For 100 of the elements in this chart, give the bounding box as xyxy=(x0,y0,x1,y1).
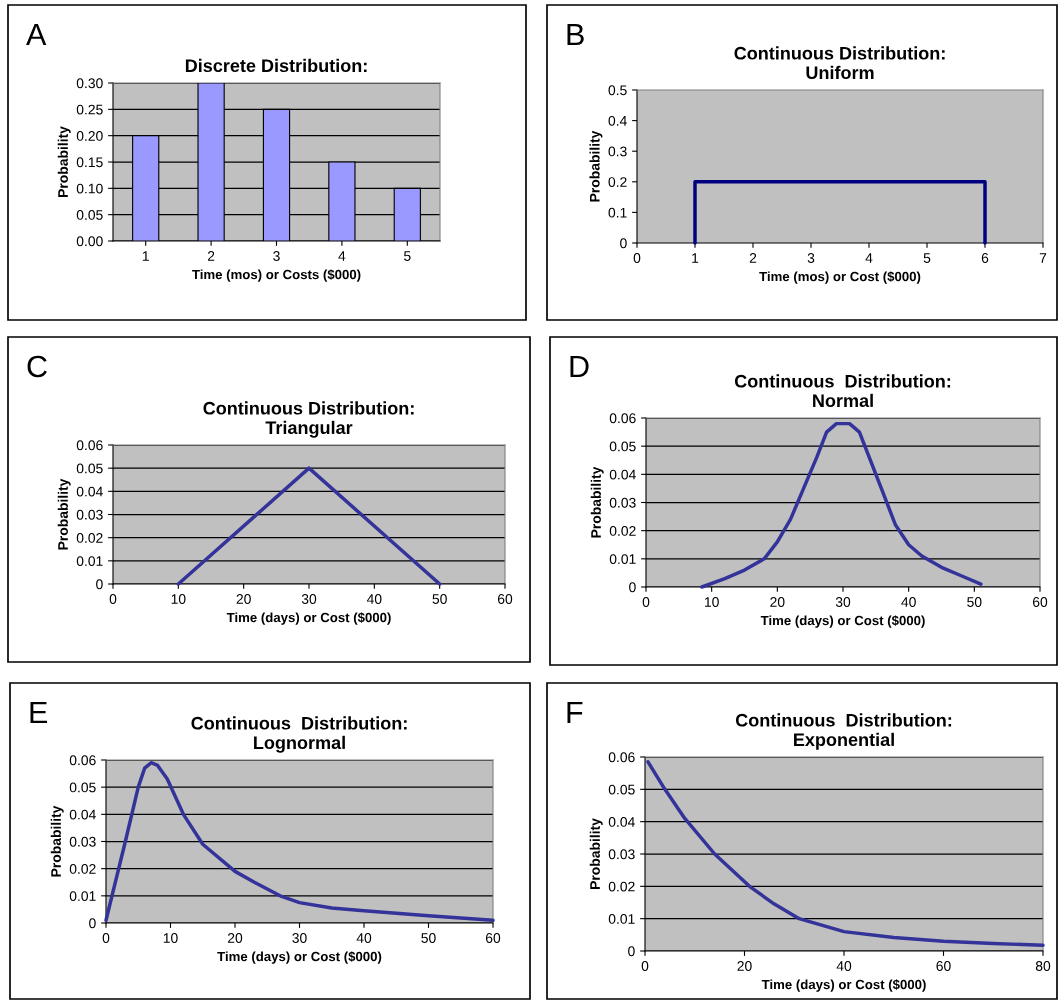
y-tick-label: 0.06 xyxy=(69,755,96,766)
x-tick-label: 50 xyxy=(421,933,436,943)
x-tick-label: 60 xyxy=(485,933,501,943)
x-tick-label: 1 xyxy=(692,253,699,263)
x-axis-title: Time (days) or Cost ($000) xyxy=(226,612,391,625)
y-tick-label: 0.00 xyxy=(76,236,103,247)
y-tick-label: 0.05 xyxy=(76,210,103,220)
y-tick-label: 0.06 xyxy=(76,440,103,451)
y-tick-label: 0 xyxy=(629,582,636,593)
y-tick-label: 0.06 xyxy=(608,752,635,763)
x-tick-label: 20 xyxy=(236,594,251,604)
x-tick-label: 3 xyxy=(807,253,815,263)
chart-title: Continuous Distribution: Exponential xyxy=(735,713,952,750)
x-tick-label: 50 xyxy=(432,594,447,604)
text: C xyxy=(27,355,47,378)
y-tick-label: 0.20 xyxy=(76,131,103,141)
y-tick-label: 0.05 xyxy=(609,441,636,452)
x-axis-title: Time (days) or Cost ($000) xyxy=(761,979,926,992)
x-axis-title: Time (mos) or Cost ($000) xyxy=(759,271,921,284)
x-tick-label: 2 xyxy=(207,251,215,261)
y-axis-title: Probability xyxy=(589,818,603,889)
y-tick-label: 0.2 xyxy=(608,177,627,187)
chart-title: Continuous Distribution: Normal xyxy=(734,374,951,408)
x-tick-label: 30 xyxy=(835,597,851,607)
x-tick-label: 0 xyxy=(109,594,117,604)
y-tick-label: 0.1 xyxy=(608,207,627,218)
x-tick-label: 20 xyxy=(227,933,243,943)
x-tick-label: 10 xyxy=(705,597,719,607)
x-tick-label: 1 xyxy=(142,251,149,261)
y-tick-label: 0.04 xyxy=(69,809,96,820)
x-tick-label: 40 xyxy=(356,933,372,943)
text: B xyxy=(567,23,584,45)
y-tick-label: 0.01 xyxy=(69,891,96,901)
y-tick-label: 0.15 xyxy=(76,157,103,168)
chart-title: Continuous Distribution: Uniform xyxy=(734,46,945,80)
chart-title: Continuous Distribution: Lognormal xyxy=(191,716,407,753)
y-tick-label: 0.03 xyxy=(609,497,636,508)
y-tick-label: 0 xyxy=(89,918,96,929)
x-tick-label: 4 xyxy=(338,251,346,261)
x-tick-label: 30 xyxy=(301,594,317,604)
x-axis-title: Time (mos) or Costs ($000) xyxy=(192,269,361,282)
x-tick-label: 4 xyxy=(865,253,873,263)
y-tick-label: 0.25 xyxy=(76,104,103,115)
y-tick-label: 0.01 xyxy=(608,914,635,924)
x-tick-label: 7 xyxy=(1039,253,1047,263)
x-axis-title: Time (days) or Cost ($000) xyxy=(217,951,382,964)
x-tick-label: 30 xyxy=(292,933,307,943)
chart-title: Continuous Distribution: Triangular xyxy=(203,401,414,438)
y-tick-label: 0.4 xyxy=(608,115,627,126)
y-tick-label: 0.3 xyxy=(608,146,627,157)
y-tick-label: 0 xyxy=(628,946,635,957)
x-tick-label: 10 xyxy=(163,933,178,943)
y-axis-title: Probability xyxy=(589,130,603,202)
y-axis-title: Probability xyxy=(50,805,64,877)
text: D xyxy=(570,355,589,377)
y-tick-label: 0.05 xyxy=(76,463,103,474)
y-axis-title: Probability xyxy=(57,478,71,550)
y-tick-label: 0.05 xyxy=(69,782,96,793)
x-tick-label: 0 xyxy=(641,961,649,971)
y-tick-label: 0.05 xyxy=(608,784,635,795)
y-axis-title: Probability xyxy=(590,466,604,538)
text: A xyxy=(26,23,47,45)
y-tick-label: 0.04 xyxy=(608,817,635,827)
y-tick-label: 0.01 xyxy=(76,556,103,566)
y-tick-label: 0.02 xyxy=(76,533,103,543)
y-tick-label: 0.10 xyxy=(76,183,103,194)
x-tick-label: 5 xyxy=(923,253,931,263)
y-tick-label: 0.04 xyxy=(76,486,103,497)
text: F xyxy=(567,701,583,723)
x-tick-label: 60 xyxy=(936,961,951,971)
y-tick-label: 0.02 xyxy=(608,881,635,892)
x-tick-label: 5 xyxy=(403,251,411,261)
x-tick-label: 40 xyxy=(366,594,382,604)
y-tick-label: 0.02 xyxy=(69,864,96,874)
y-tick-label: 0.5 xyxy=(608,85,627,96)
x-tick-label: 40 xyxy=(836,961,852,971)
y-tick-label: 0 xyxy=(96,579,103,590)
y-tick-label: 0.04 xyxy=(609,469,636,480)
x-tick-label: 2 xyxy=(749,253,757,263)
y-axis-title: Probability xyxy=(57,126,71,197)
x-tick-label: 20 xyxy=(737,961,752,971)
x-tick-label: 6 xyxy=(981,253,989,263)
y-tick-label: 0.03 xyxy=(608,849,635,860)
x-tick-label: 0 xyxy=(642,597,650,607)
y-tick-label: 0 xyxy=(620,238,627,249)
y-tick-label: 0.03 xyxy=(76,509,103,520)
x-tick-label: 60 xyxy=(1032,597,1048,607)
y-tick-label: 0.03 xyxy=(69,836,96,847)
x-tick-label: 40 xyxy=(901,597,916,607)
y-tick-label: 0.30 xyxy=(76,78,103,89)
y-tick-label: 0.06 xyxy=(609,413,636,424)
x-tick-label: 10 xyxy=(171,594,186,604)
x-tick-label: 50 xyxy=(967,597,982,607)
chart-title: Discrete Distribution: xyxy=(185,58,367,73)
x-tick-label: 80 xyxy=(1035,961,1051,971)
x-tick-label: 60 xyxy=(497,594,513,604)
x-axis-title: Time (days) or Cost ($000) xyxy=(760,615,925,628)
y-tick-label: 0.01 xyxy=(609,554,636,564)
x-tick-label: 3 xyxy=(273,251,280,261)
text: E xyxy=(30,701,48,723)
